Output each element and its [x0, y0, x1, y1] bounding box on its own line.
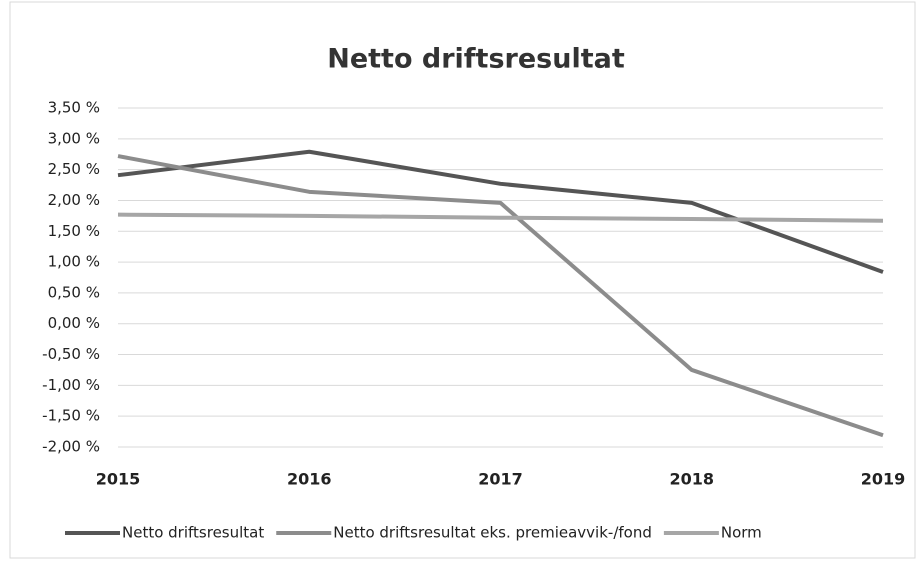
y-tick-label: 3,00 %: [48, 129, 100, 147]
y-tick-label: 3,50 %: [48, 99, 100, 117]
x-tick-label: 2017: [478, 470, 523, 489]
y-tick-label: -1,50 %: [42, 407, 100, 425]
line: [117, 154, 884, 438]
x-tick-label: 2015: [96, 470, 141, 489]
legend-label: Netto driftsresultat: [122, 524, 264, 542]
y-tick-label: 0,00 %: [48, 314, 100, 332]
y-tick-label: -0,50 %: [42, 345, 100, 363]
y-tick-label: 1,00 %: [48, 253, 100, 271]
x-tick-label: 2016: [287, 470, 332, 489]
y-tick-label: 0,50 %: [48, 283, 100, 301]
x-tick-label: 2019: [861, 470, 906, 489]
x-tick-label: 2018: [669, 470, 714, 489]
y-tick-label: 1,50 %: [48, 222, 100, 240]
chart-title: Netto driftsresultat: [327, 44, 625, 75]
y-tick-label: 2,50 %: [48, 160, 100, 178]
line: [117, 149, 884, 274]
chart-frame: [9, 1, 916, 559]
y-tick-label: 2,00 %: [48, 191, 100, 209]
line: [117, 212, 884, 223]
y-tick-label: -2,00 %: [42, 438, 100, 456]
legend-label: Norm: [721, 524, 762, 542]
y-tick-label: -1,00 %: [42, 376, 100, 394]
legend-label: Netto driftsresultat eks. premieavvik-/f…: [333, 524, 652, 542]
